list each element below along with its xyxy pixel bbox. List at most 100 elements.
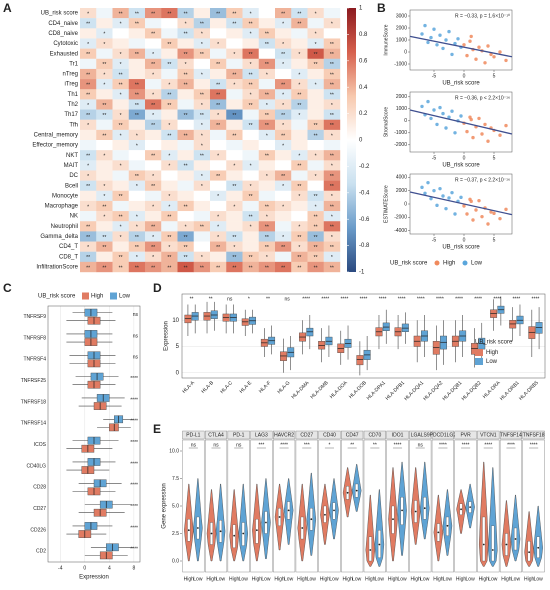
heatmap-cell xyxy=(128,99,146,110)
heatmap-cell xyxy=(275,68,292,80)
cell-label: * xyxy=(233,52,235,58)
heatmap-cell xyxy=(161,150,178,161)
cell-label: * xyxy=(201,72,203,78)
facet-frame xyxy=(431,439,454,573)
heatmap-cell xyxy=(242,79,259,90)
cell-label: ** xyxy=(232,255,236,261)
cell-label: * xyxy=(201,255,203,261)
heatmap-cell xyxy=(177,68,194,80)
cell-label: ** xyxy=(184,113,188,119)
heatmap-cell xyxy=(145,190,162,202)
scatter-point xyxy=(480,132,484,136)
heatmap-cell xyxy=(128,28,146,39)
heatmap-cell xyxy=(242,109,259,120)
cell-label: ** xyxy=(232,265,236,271)
heatmap-cell xyxy=(210,241,227,252)
heatmap-cell xyxy=(161,211,178,222)
heatmap-cell xyxy=(161,89,178,100)
cell-label: * xyxy=(152,235,154,241)
heatmap-cell xyxy=(96,129,113,141)
median-point xyxy=(491,549,494,551)
significance: *** xyxy=(304,442,310,448)
median-point xyxy=(514,538,517,540)
x-tick-label: 0 xyxy=(83,565,86,571)
cell-label: ** xyxy=(200,52,204,58)
heatmap-cell xyxy=(128,18,146,29)
cell-label: * xyxy=(201,42,203,48)
scatter-point xyxy=(426,40,430,45)
scatter-point xyxy=(435,122,439,127)
scatter-point xyxy=(444,126,448,130)
scatter-point xyxy=(465,212,469,216)
scatter-point xyxy=(504,207,508,212)
cell-label: ** xyxy=(119,11,123,17)
cell-label: ** xyxy=(265,204,269,210)
cell-label: * xyxy=(331,255,333,261)
heatmap-cell xyxy=(323,241,341,252)
cell-label: ** xyxy=(119,123,123,129)
heatmap-cell xyxy=(226,251,243,263)
y-tick-label: 1000 xyxy=(396,106,407,112)
y-tick-label: 1000 xyxy=(396,37,407,43)
heatmap-cell xyxy=(275,99,292,110)
heatmap-cell xyxy=(145,38,162,49)
x-tick-label: High xyxy=(342,576,353,582)
cell-label: * xyxy=(152,255,154,261)
heatmap-cell xyxy=(258,200,276,212)
heatmap-cell xyxy=(291,99,308,110)
cell-label: ** xyxy=(297,11,301,17)
x-tick-label: High xyxy=(206,576,217,582)
scatter-point xyxy=(474,57,478,61)
heatmap-cell xyxy=(96,99,113,110)
heatmap-cell xyxy=(128,89,146,100)
median-point xyxy=(469,506,472,508)
scatter-point xyxy=(483,122,487,127)
heatmap-cell xyxy=(80,251,97,263)
facet-frame xyxy=(409,439,432,573)
cell-label: * xyxy=(331,235,333,241)
heatmap-cell xyxy=(193,79,211,90)
median-point xyxy=(242,532,245,535)
cell-label: * xyxy=(201,174,203,180)
scatter-point xyxy=(441,46,445,51)
heatmap-cell xyxy=(307,58,324,70)
facet-label: CTLA4 xyxy=(208,432,224,438)
cell-label: ** xyxy=(330,82,334,88)
cell-label: ** xyxy=(216,245,220,251)
heatmap-cell xyxy=(291,140,308,151)
heatmap-cell xyxy=(291,261,308,273)
cell-label: ** xyxy=(200,93,204,99)
heatmap-cell xyxy=(80,99,97,110)
heatmap-cell xyxy=(96,8,113,19)
heatmap-cell xyxy=(80,119,97,131)
heatmap-cell xyxy=(96,79,113,90)
legend-swatch xyxy=(82,292,89,300)
heatmap-cell xyxy=(128,48,146,59)
heatmap-cell xyxy=(128,261,146,273)
facet-label: IDO1 xyxy=(392,432,404,438)
cell-label: ** xyxy=(265,42,269,48)
row-label: CD4_T xyxy=(59,244,78,250)
cell-label: ** xyxy=(167,255,171,261)
heatmap-cell xyxy=(242,251,259,263)
cell-label: * xyxy=(250,225,252,231)
cell-label: * xyxy=(266,72,268,78)
cell-label: ** xyxy=(216,82,220,88)
facet-frame xyxy=(341,439,364,573)
cell-label: * xyxy=(168,164,170,170)
cell-label: * xyxy=(136,255,138,261)
y-axis-label: ImmuneScore xyxy=(383,24,389,55)
heatmap-cell xyxy=(258,28,276,39)
heatmap-cell xyxy=(112,241,129,252)
x-tick-label: Low xyxy=(193,576,203,582)
cell-label: ** xyxy=(135,82,139,88)
heatmap-cell xyxy=(145,231,162,242)
cell-label: ** xyxy=(86,72,90,78)
heatmap-cell xyxy=(226,150,243,161)
cell-label: * xyxy=(168,194,170,200)
heatmap-cell xyxy=(112,129,129,141)
cell-label: ** xyxy=(232,11,236,17)
cell-label: * xyxy=(201,32,203,38)
